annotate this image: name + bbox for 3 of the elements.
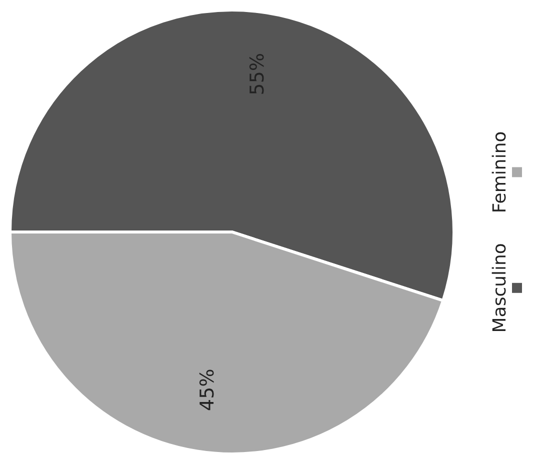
legend-label: Feminino <box>489 131 510 214</box>
data-label: 45% <box>196 368 219 411</box>
legend-label: Masculino <box>489 243 510 333</box>
